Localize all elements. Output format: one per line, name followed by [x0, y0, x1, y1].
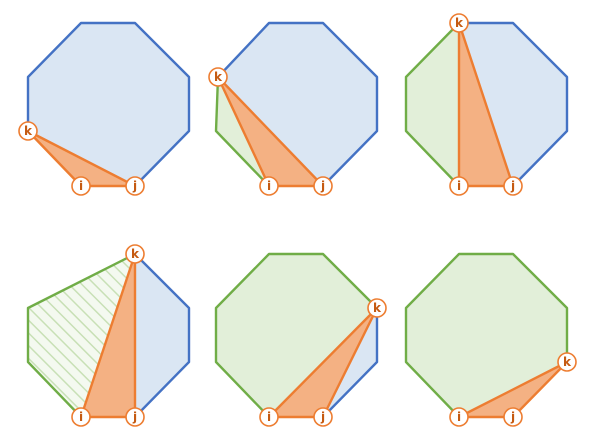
vertex-k-label: k	[450, 14, 468, 32]
vertex-letter: j	[320, 410, 325, 424]
blue-region	[135, 254, 189, 417]
vertex-j-label: j	[126, 408, 144, 426]
vertex-letter: i	[79, 410, 83, 424]
vertex-letter: i	[457, 410, 461, 424]
blue-region	[28, 23, 189, 186]
vertex-k-label: k	[126, 245, 144, 263]
panel-5: i j k	[216, 254, 386, 426]
vertex-letter: i	[267, 179, 271, 193]
vertex-letter: j	[510, 179, 515, 193]
vertex-letter: k	[373, 301, 382, 315]
vertex-letter: k	[563, 355, 572, 369]
vertex-i-label: i	[450, 177, 468, 195]
vertex-letter: j	[320, 179, 325, 193]
vertex-letter: j	[132, 179, 137, 193]
vertex-j-label: j	[504, 408, 522, 426]
vertex-letter: i	[267, 410, 271, 424]
vertex-k-label: k	[19, 122, 37, 140]
vertex-letter: i	[457, 179, 461, 193]
panel-6: i j k	[406, 254, 576, 426]
vertex-j-label: j	[126, 177, 144, 195]
vertex-i-label: i	[260, 408, 278, 426]
vertex-j-label: j	[314, 408, 332, 426]
vertex-i-label: i	[450, 408, 468, 426]
vertex-i-label: i	[72, 177, 90, 195]
panel-2: i j k	[209, 23, 377, 195]
vertex-letter: i	[79, 179, 83, 193]
vertex-letter: j	[132, 410, 137, 424]
vertex-letter: k	[455, 16, 464, 30]
vertex-letter: j	[510, 410, 515, 424]
green-region	[406, 254, 567, 417]
green-region	[406, 23, 459, 186]
vertex-i-label: i	[72, 408, 90, 426]
vertex-j-label: j	[314, 177, 332, 195]
vertex-i-label: i	[260, 177, 278, 195]
vertex-letter: k	[214, 70, 223, 84]
panels-group: i j k i j k i j k i j k i j k i j k	[19, 14, 576, 426]
panel-4: i j k	[28, 245, 189, 426]
vertex-letter: k	[24, 124, 33, 138]
vertex-letter: k	[131, 247, 140, 261]
vertex-k-label: k	[368, 299, 386, 317]
panel-3: i j k	[406, 14, 567, 195]
vertex-k-label: k	[558, 353, 576, 371]
vertex-j-label: j	[504, 177, 522, 195]
vertex-k-label: k	[209, 68, 227, 86]
panel-1: i j k	[19, 23, 189, 195]
